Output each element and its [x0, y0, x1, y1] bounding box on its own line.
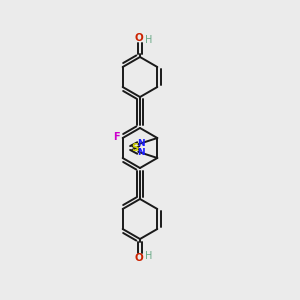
Text: S: S [132, 143, 139, 153]
Text: F: F [113, 132, 120, 142]
Text: O: O [135, 253, 143, 263]
Text: H: H [145, 35, 153, 45]
Text: N: N [137, 139, 145, 148]
Text: N: N [137, 148, 145, 157]
Text: O: O [135, 33, 143, 43]
Text: H: H [145, 251, 153, 261]
